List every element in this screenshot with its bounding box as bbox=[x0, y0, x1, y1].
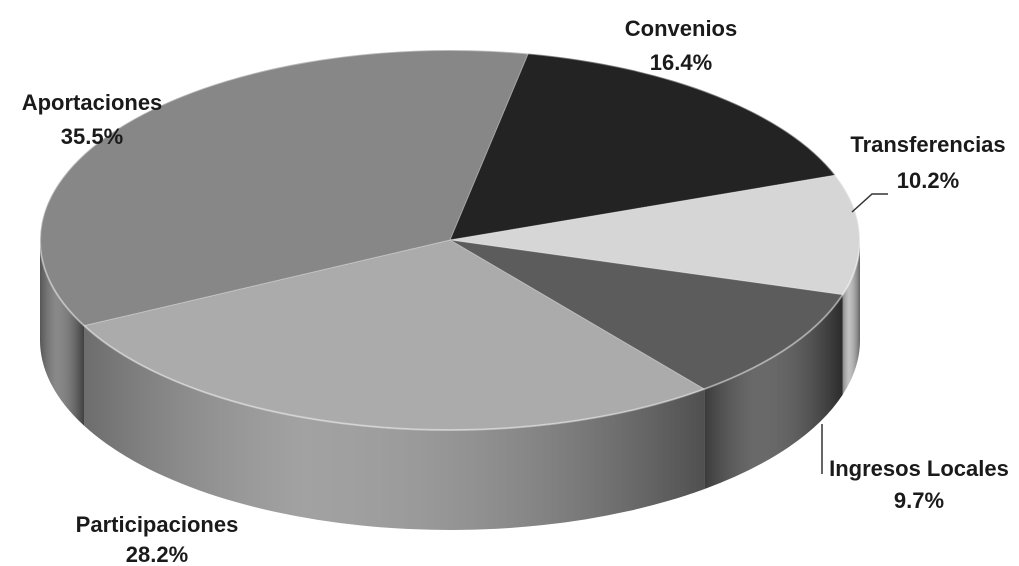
pie-side-shading-ingresos-locales bbox=[704, 294, 843, 490]
slice-label-ingresos-locales: Ingresos Locales bbox=[829, 456, 1009, 481]
pie-side-shading-aportaciones bbox=[40, 240, 85, 426]
pie-side-shading-transferencias bbox=[842, 240, 860, 395]
pie-slice-convenios bbox=[449, 52, 837, 241]
slice-label-participaciones: Participaciones bbox=[76, 512, 239, 537]
pie-side-shading-participaciones bbox=[84, 325, 705, 530]
pie-slice-ingresos-locales bbox=[449, 239, 844, 390]
leader-line-transferencias bbox=[851, 193, 888, 213]
pie-slice-participaciones bbox=[83, 239, 706, 431]
slice-value-convenios: 16.4% bbox=[650, 50, 712, 75]
slice-label-convenios: Convenios bbox=[625, 16, 737, 41]
slice-value-transferencias: 10.2% bbox=[897, 168, 959, 193]
slice-value-participaciones: 28.2% bbox=[126, 542, 188, 566]
slice-value-aportaciones: 35.5% bbox=[61, 124, 123, 149]
pie-slice-aportaciones bbox=[39, 49, 529, 327]
slice-value-ingresos-locales: 9.7% bbox=[894, 488, 944, 513]
slice-label-aportaciones: Aportaciones bbox=[22, 90, 163, 115]
pie-sides bbox=[40, 240, 860, 530]
pie-tops bbox=[39, 49, 861, 431]
slice-label-transferencias: Transferencias bbox=[850, 132, 1005, 157]
pie-leader-lines bbox=[821, 193, 888, 474]
pie-rim-highlight bbox=[39, 49, 861, 431]
pie-slice-transferencias bbox=[449, 174, 861, 296]
